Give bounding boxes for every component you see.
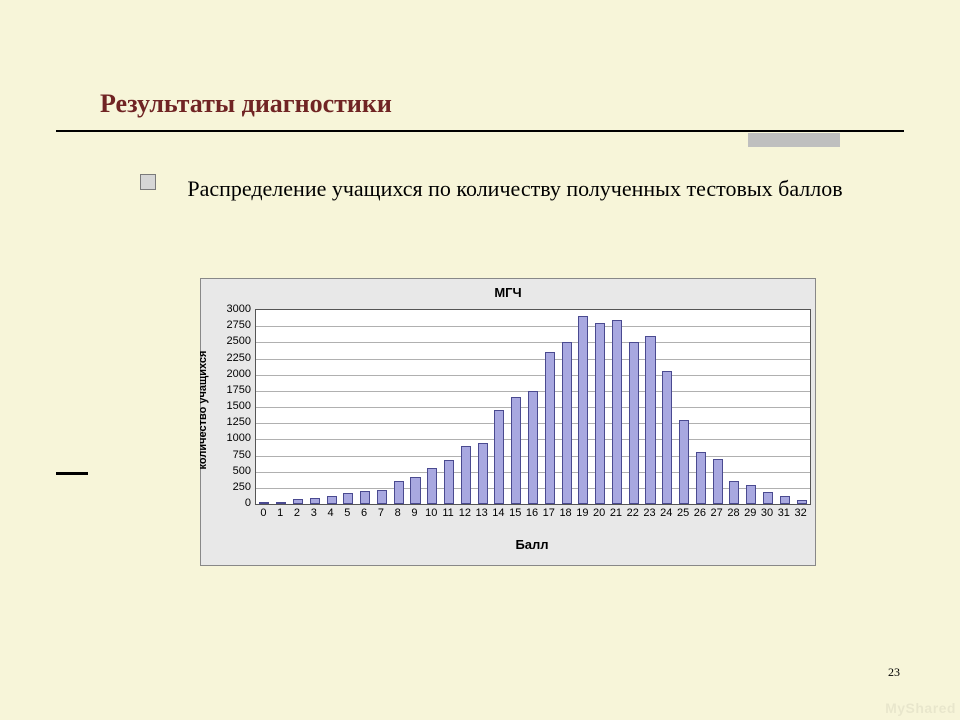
y-tick-label: 2000 — [217, 368, 251, 380]
chart-title: МГЧ — [201, 285, 815, 300]
x-tick-label: 26 — [694, 507, 706, 519]
chart-bar — [276, 502, 286, 504]
chart-bar — [377, 490, 387, 504]
x-tick-label: 9 — [411, 507, 417, 519]
x-tick-label: 14 — [492, 507, 504, 519]
x-tick-label: 24 — [660, 507, 672, 519]
x-tick-label: 30 — [761, 507, 773, 519]
y-axis-label: количество учащихся — [197, 315, 209, 505]
y-ticks: 0250500750100012501500175020002250250027… — [219, 309, 253, 505]
title-underline — [56, 130, 904, 132]
x-tick-label: 6 — [361, 507, 367, 519]
chart-bar — [629, 342, 639, 504]
chart-bar — [746, 485, 756, 504]
y-tick-label: 2750 — [217, 319, 251, 331]
x-tick-label: 22 — [627, 507, 639, 519]
x-tick-label: 7 — [378, 507, 384, 519]
x-tick-label: 4 — [327, 507, 333, 519]
y-tick-label: 1250 — [217, 416, 251, 428]
y-tick-label: 1000 — [217, 432, 251, 444]
y-tick-label: 750 — [217, 449, 251, 461]
chart-container: МГЧ количество учащихся Балл 02505007501… — [200, 278, 816, 566]
chart-bar — [662, 371, 672, 504]
x-tick-label: 21 — [610, 507, 622, 519]
chart-bar — [797, 500, 807, 504]
chart-bar — [259, 502, 269, 504]
x-tick-label: 25 — [677, 507, 689, 519]
x-tick-label: 27 — [711, 507, 723, 519]
chart-bar — [343, 493, 353, 504]
slide-title: Результаты диагностики — [100, 89, 392, 119]
x-tick-label: 0 — [260, 507, 266, 519]
chart-bar — [545, 352, 555, 504]
chart-bar — [494, 410, 504, 504]
chart-bar — [696, 452, 706, 504]
chart-bar — [478, 443, 488, 504]
chart-bar — [612, 320, 622, 504]
chart-bar — [410, 477, 420, 504]
y-tick-label: 0 — [217, 497, 251, 509]
chart-bar — [394, 481, 404, 504]
y-tick-label: 500 — [217, 465, 251, 477]
x-tick-label: 1 — [277, 507, 283, 519]
x-axis-label: Балл — [255, 537, 809, 552]
chart-bar — [763, 492, 773, 504]
chart-bar — [780, 496, 790, 504]
page-number: 23 — [888, 665, 900, 680]
x-tick-label: 2 — [294, 507, 300, 519]
chart-bar — [595, 323, 605, 504]
x-tick-label: 31 — [778, 507, 790, 519]
left-decor-line — [56, 472, 88, 475]
chart-plot — [255, 309, 811, 505]
chart-bar — [679, 420, 689, 504]
y-tick-label: 2500 — [217, 335, 251, 347]
x-tick-label: 13 — [476, 507, 488, 519]
chart-bar — [444, 460, 454, 504]
x-tick-label: 3 — [311, 507, 317, 519]
x-tick-label: 20 — [593, 507, 605, 519]
x-tick-label: 23 — [643, 507, 655, 519]
x-tick-label: 28 — [727, 507, 739, 519]
x-tick-label: 29 — [744, 507, 756, 519]
chart-bar — [327, 496, 337, 504]
chart-bar — [293, 499, 303, 504]
x-tick-label: 17 — [543, 507, 555, 519]
x-tick-label: 19 — [576, 507, 588, 519]
x-ticks: 0123456789101112131415161718192021222324… — [255, 507, 809, 521]
chart-bar — [310, 498, 320, 504]
chart-bar — [578, 316, 588, 504]
y-tick-label: 1500 — [217, 400, 251, 412]
bullet-text: Распределение учащихся по количеству пол… — [170, 168, 860, 210]
x-tick-label: 16 — [526, 507, 538, 519]
y-tick-label: 3000 — [217, 303, 251, 315]
x-tick-label: 15 — [509, 507, 521, 519]
chart-bar — [562, 342, 572, 504]
chart-bar — [360, 491, 370, 504]
x-tick-label: 32 — [794, 507, 806, 519]
x-tick-label: 11 — [442, 507, 453, 519]
chart-bar — [511, 397, 521, 504]
chart-bar — [528, 391, 538, 504]
bullet-item: Распределение учащихся по количеству пол… — [140, 168, 860, 210]
chart-bar — [713, 459, 723, 504]
bullet-square-icon — [140, 174, 156, 190]
chart-bar — [645, 336, 655, 504]
y-tick-label: 250 — [217, 481, 251, 493]
chart-bars — [256, 310, 810, 504]
x-tick-label: 12 — [459, 507, 471, 519]
x-tick-label: 5 — [344, 507, 350, 519]
y-tick-label: 2250 — [217, 352, 251, 364]
chart-bar — [729, 481, 739, 504]
x-tick-label: 8 — [395, 507, 401, 519]
chart-bar — [461, 446, 471, 504]
title-accent — [748, 133, 840, 147]
x-tick-label: 10 — [425, 507, 437, 519]
y-tick-label: 1750 — [217, 384, 251, 396]
chart-bar — [427, 468, 437, 504]
watermark: MyShared — [885, 700, 956, 716]
x-tick-label: 18 — [559, 507, 571, 519]
